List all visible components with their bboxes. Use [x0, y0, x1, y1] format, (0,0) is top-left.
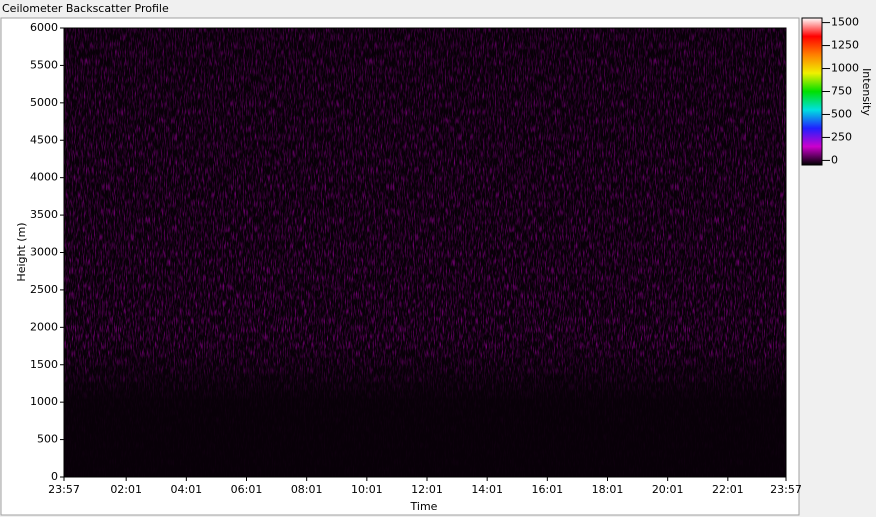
y-tick-label: 4500 — [30, 133, 58, 146]
colorbar-tick-label: 0 — [831, 153, 838, 166]
y-tick-label: 0 — [51, 470, 58, 483]
x-tick-label: 18:01 — [592, 483, 624, 496]
x-tick-label: 14:01 — [471, 483, 503, 496]
chart-title: Ceilometer Backscatter Profile — [2, 2, 169, 15]
x-tick-label: 06:01 — [231, 483, 263, 496]
heatmap-texture — [64, 28, 786, 477]
y-tick-label: 3500 — [30, 208, 58, 221]
colorbar-label: Intensity — [860, 68, 873, 116]
y-axis-label: Height (m) — [15, 222, 28, 281]
x-tick-label: 16:01 — [531, 483, 563, 496]
colorbar — [801, 17, 823, 166]
x-tick-label: 22:01 — [712, 483, 744, 496]
x-tick-label: 12:01 — [411, 483, 443, 496]
y-tick-label: 3000 — [30, 246, 58, 259]
y-tick-label: 2500 — [30, 283, 58, 296]
y-tick-label: 6000 — [30, 21, 58, 34]
colorbar-tick-label: 500 — [831, 107, 852, 120]
y-tick-label: 5000 — [30, 96, 58, 109]
x-tick-label: 08:01 — [291, 483, 323, 496]
colorbar-tick-label: 1250 — [831, 39, 859, 52]
y-tick-label: 500 — [37, 433, 58, 446]
colorbar-tick-label: 750 — [831, 85, 852, 98]
x-tick-label: 23:57 — [48, 483, 80, 496]
y-tick-label: 2000 — [30, 320, 58, 333]
x-axis-label: Time — [410, 500, 438, 513]
y-tick-label: 1000 — [30, 395, 58, 408]
colorbar-tick-label: 1500 — [831, 16, 859, 29]
x-tick-label: 20:01 — [652, 483, 684, 496]
y-tick-label: 1500 — [30, 358, 58, 371]
y-tick-label: 4000 — [30, 171, 58, 184]
x-tick-label: 23:57 — [770, 483, 802, 496]
x-tick-label: 04:01 — [170, 483, 202, 496]
colorbar-tick-label: 250 — [831, 130, 852, 143]
x-tick-label: 02:01 — [110, 483, 142, 496]
y-tick-label: 5500 — [30, 58, 58, 71]
colorbar-tick-label: 1000 — [831, 62, 859, 75]
x-tick-label: 10:01 — [351, 483, 383, 496]
